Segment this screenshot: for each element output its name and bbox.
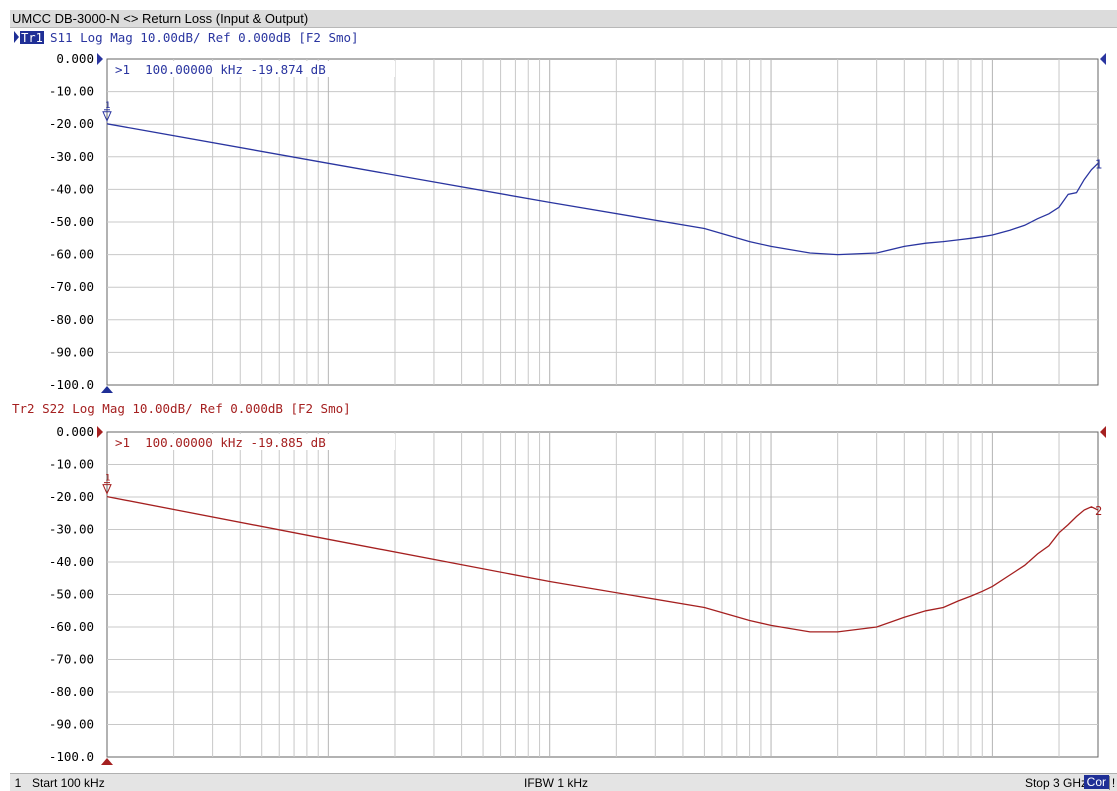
y-tick-label: -60.00 — [49, 619, 94, 634]
grid-2 — [107, 432, 1098, 757]
y-tick-label: -40.00 — [49, 181, 94, 196]
ref-level-arrow-icon — [97, 53, 103, 65]
y-tick-label: -40.00 — [49, 554, 94, 569]
active-trace-arrow-icon — [14, 31, 19, 43]
trace-panel-1[interactable]: Tr1 S11 Log Mag 10.00dB/ Ref 0.000dB [F2… — [10, 29, 1117, 393]
y-tick-label: -50.00 — [49, 214, 94, 229]
channel-number[interactable]: 1 — [14, 776, 22, 790]
start-freq-marker-icon — [101, 758, 113, 765]
trace-1-id-badge[interactable] — [20, 31, 44, 44]
stop-frequency[interactable]: Stop 3 GHz — [1024, 776, 1087, 790]
marker-number: 1 — [105, 101, 110, 111]
if-bandwidth[interactable]: IFBW 1 kHz — [524, 776, 589, 790]
grid-1 — [107, 59, 1098, 385]
ref-level-right-arrow-icon — [1100, 426, 1106, 438]
y-tick-label: -70.00 — [49, 652, 94, 667]
marker-readout-1[interactable]: >1 100.00000 kHz -19.874 dB — [115, 62, 326, 77]
window-title: UMCC DB-3000-N <> Return Loss (Input & O… — [10, 10, 1117, 28]
y-tick-label: -10.00 — [49, 457, 94, 472]
y-tick-label: 0.000 — [56, 424, 94, 439]
warning-indicator[interactable]: ! — [1109, 776, 1117, 790]
start-frequency[interactable]: Start 100 kHz — [32, 776, 105, 790]
marker-number: 1 — [105, 474, 110, 484]
trace-1-line[interactable] — [106, 123, 1099, 256]
trace-1-header[interactable]: S11 Log Mag 10.00dB/ Ref 0.000dB [F2 Smo… — [50, 30, 359, 45]
trace-2-end-label: 2 — [1095, 504, 1102, 518]
marker-readout-2-bg — [110, 434, 395, 450]
y-tick-label: -70.00 — [49, 279, 94, 294]
marker-1-icon[interactable]: 1 — [102, 101, 112, 123]
marker-readout-1-bg — [110, 61, 395, 77]
y-tick-label: -20.00 — [49, 116, 94, 131]
y-tick-label: -100.0 — [49, 377, 94, 392]
y-axis-labels-1: 0.000 -10.00 -20.00 -30.00 -40.00 -50.00 -60.0… — [49, 51, 94, 392]
y-tick-label: -80.00 — [49, 312, 94, 327]
marker-readout-2[interactable]: >1 100.00000 kHz -19.885 dB — [115, 435, 326, 450]
status-bar: 1 Start 100 kHz IFBW 1 kHz Stop 3 GHz Co… — [10, 773, 1117, 791]
y-tick-label: 0.000 — [56, 51, 94, 66]
y-tick-label: -10.00 — [49, 84, 94, 99]
y-tick-label: -90.00 — [49, 717, 94, 732]
y-tick-label: -20.00 — [49, 489, 94, 504]
y-tick-label: -30.00 — [49, 149, 94, 164]
trace-2-line[interactable] — [106, 495, 1099, 633]
trace-1-id-label[interactable]: Tr1 — [21, 31, 43, 45]
y-axis-labels-2: 0.000 -10.00 -20.00 -30.00 -40.00 -50.00 -60.0… — [49, 424, 94, 764]
y-tick-label: -90.00 — [49, 344, 94, 359]
correction-badge[interactable]: Cor — [1083, 775, 1109, 789]
marker-triangle[interactable] — [102, 484, 112, 495]
y-tick-label: -30.00 — [49, 522, 94, 537]
marker-triangle[interactable] — [102, 111, 112, 123]
left-margin — [0, 0, 10, 791]
ref-level-arrow-icon — [97, 426, 103, 438]
start-freq-marker-icon — [101, 386, 113, 393]
y-tick-label: -100.0 — [49, 749, 94, 764]
marker-1-icon[interactable]: 1 — [102, 474, 112, 495]
y-tick-label: -60.00 — [49, 247, 94, 262]
trace-1-end-label: 1 — [1095, 157, 1102, 171]
trace-2-header[interactable]: Tr2 S22 Log Mag 10.00dB/ Ref 0.000dB [F2… — [12, 401, 351, 416]
y-tick-label: -50.00 — [49, 587, 94, 602]
trace-1-header-bg — [10, 29, 1117, 47]
trace-panel-2[interactable]: Tr2 S22 Log Mag 10.00dB/ Ref 0.000dB [F2… — [12, 401, 1106, 765]
ref-level-right-arrow-icon — [1100, 53, 1106, 65]
y-tick-label: -80.00 — [49, 684, 94, 699]
